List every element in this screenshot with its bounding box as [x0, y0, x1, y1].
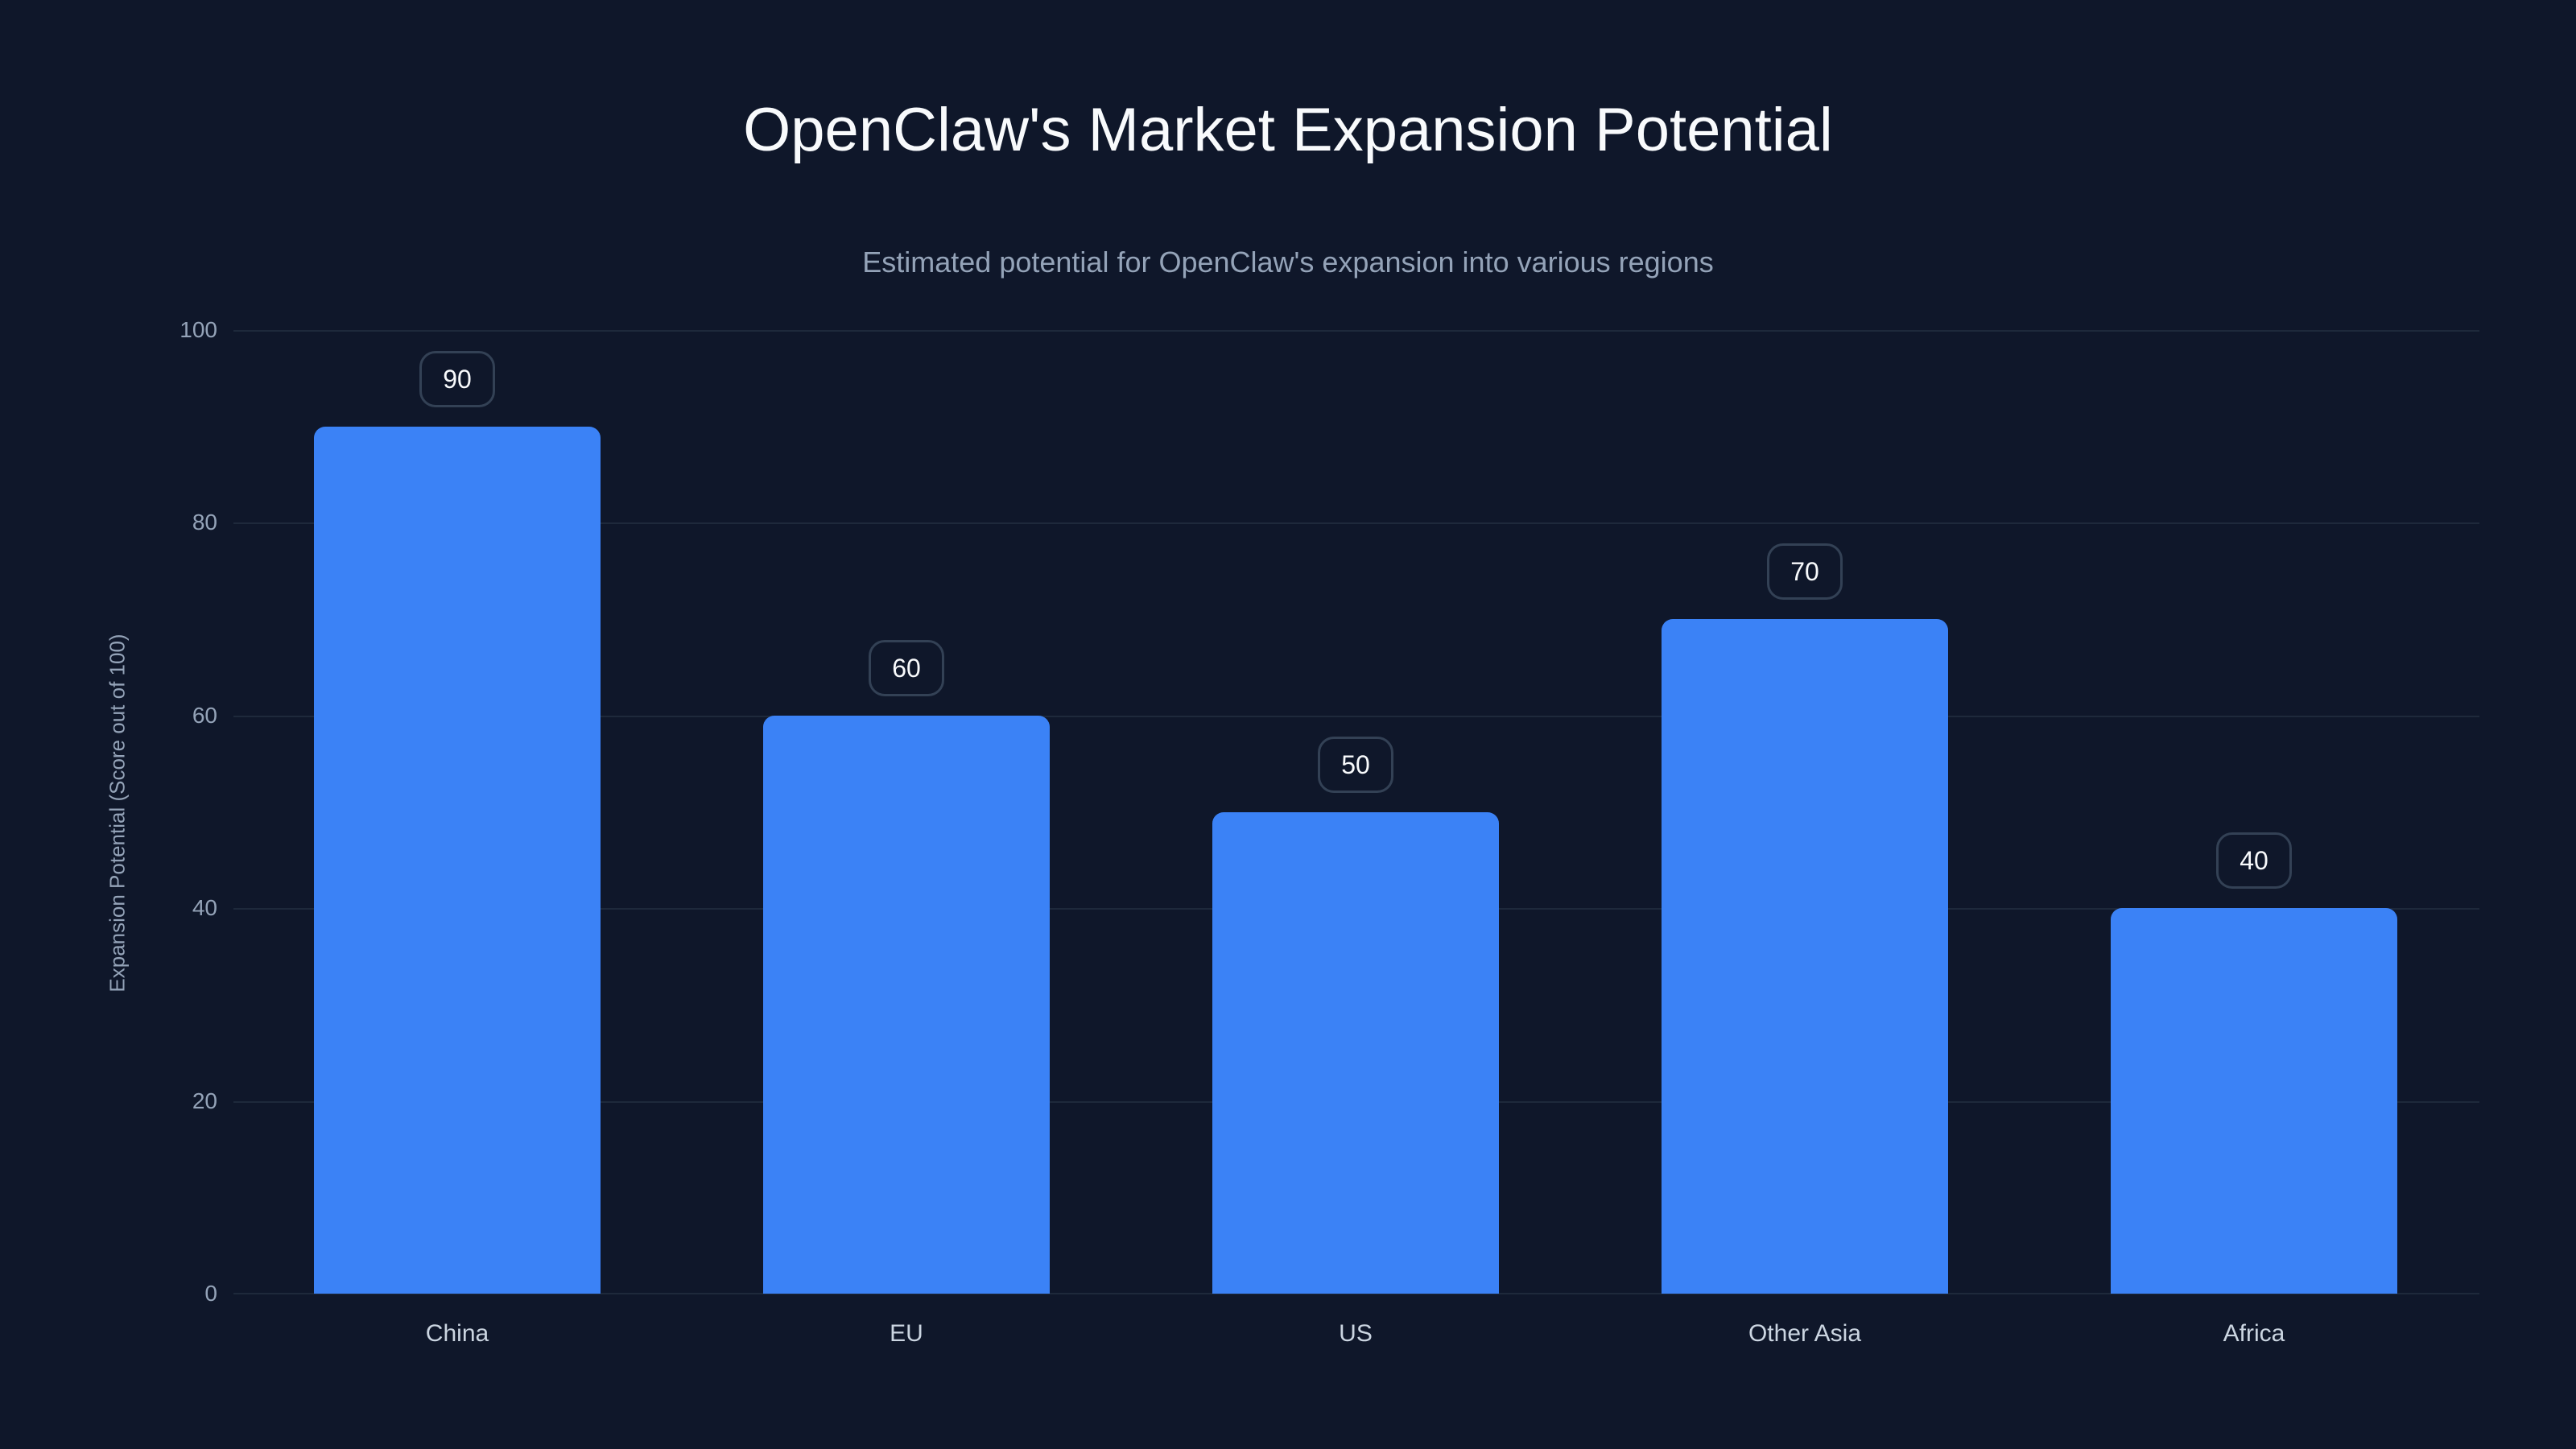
y-tick-40: 40 [192, 895, 217, 920]
gridline [233, 330, 2479, 332]
data-label-china: 90 [419, 351, 495, 407]
data-label-us: 50 [1318, 737, 1393, 793]
bar-china[interactable] [314, 427, 601, 1294]
y-tick-0: 0 [204, 1281, 217, 1306]
y-axis-label: Expansion Potential (Score out of 100) [105, 634, 130, 993]
y-tick-80: 80 [192, 510, 217, 535]
x-axis-baseline [233, 1293, 2479, 1294]
y-tick-60: 60 [192, 703, 217, 728]
y-tick-20: 20 [192, 1088, 217, 1113]
x-tick-other-asia: Other Asia [1748, 1320, 1862, 1347]
data-label-other-asia: 70 [1767, 543, 1843, 600]
x-tick-china: China [425, 1320, 489, 1347]
chart-subtitle: Estimated potential for OpenClaw's expan… [862, 246, 1714, 279]
bar-us[interactable] [1212, 812, 1499, 1294]
plot-area: 90 60 50 70 40 [233, 330, 2479, 1294]
gridline [233, 522, 2479, 524]
bar-eu[interactable] [763, 716, 1050, 1294]
chart-title: OpenClaw's Market Expansion Potential [743, 96, 1833, 164]
x-tick-eu: EU [890, 1320, 923, 1347]
bar-africa[interactable] [2111, 908, 2397, 1294]
data-label-africa: 40 [2216, 832, 2292, 889]
x-tick-us: US [1339, 1320, 1373, 1347]
y-tick-100: 100 [180, 317, 217, 342]
data-label-eu: 60 [869, 640, 944, 696]
gridline [233, 716, 2479, 717]
x-tick-africa: Africa [2223, 1320, 2285, 1347]
bar-other-asia[interactable] [1662, 619, 1948, 1294]
